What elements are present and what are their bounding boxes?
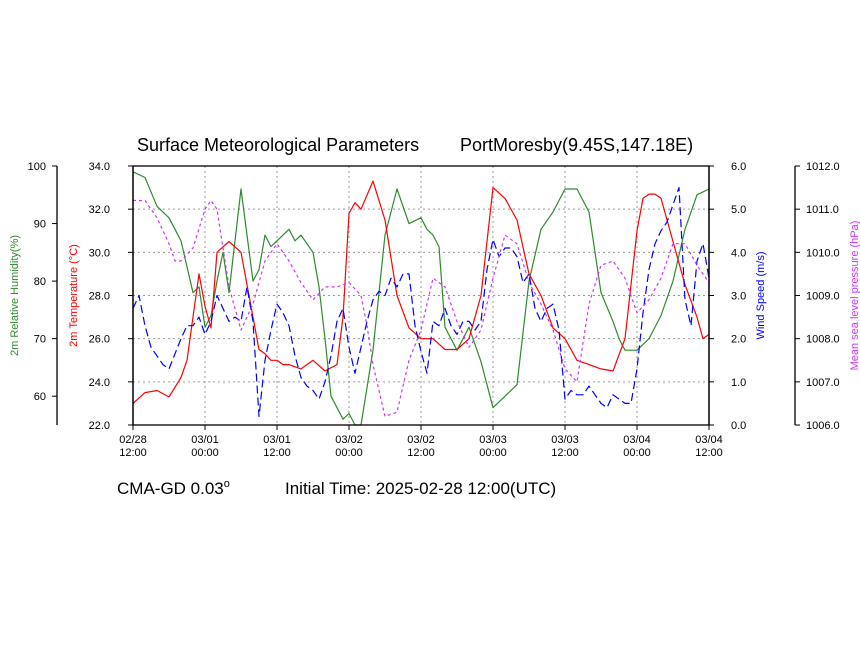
y-tick-label-wind: 6.0 — [731, 161, 746, 173]
y-tick-label-wind: 5.0 — [731, 204, 746, 216]
y-axis-title-temp: 2m Temperature (°C) — [68, 244, 80, 347]
x-tick-label: 12:00 — [407, 447, 435, 459]
x-tick-label: 03/04 — [623, 434, 651, 446]
y-tick-label-temp: 26.0 — [89, 334, 110, 346]
x-tick-label: 03/03 — [551, 434, 579, 446]
x-tick-label: 12:00 — [695, 447, 723, 459]
y-tick-label-wind: 2.0 — [731, 334, 746, 346]
y-tick-label-rh: 100 — [28, 161, 46, 173]
y-tick-label-mslp: 1006.0 — [806, 420, 840, 432]
x-tick-label: 03/02 — [335, 434, 363, 446]
series-line-mslp — [133, 199, 710, 417]
initial-time-label: Initial Time: 2025-02-28 12:00(UTC) — [285, 479, 556, 498]
y-tick-label-mslp: 1008.0 — [806, 334, 840, 346]
y-tick-label-mslp: 1010.0 — [806, 247, 840, 259]
chart-location: PortMoresby(9.45S,147.18E) — [460, 135, 693, 155]
y-tick-label-rh: 80 — [34, 276, 46, 288]
y-tick-label-temp: 34.0 — [89, 161, 110, 173]
y-tick-label-temp: 24.0 — [89, 377, 110, 389]
x-tick-label: 03/02 — [407, 434, 435, 446]
x-tick-label: 00:00 — [623, 447, 651, 459]
x-tick-label: 03/04 — [695, 434, 723, 446]
y-tick-label-temp: 30.0 — [89, 247, 110, 259]
x-tick-label: 12:00 — [263, 447, 291, 459]
x-tick-label: 03/03 — [479, 434, 507, 446]
y-tick-label-mslp: 1011.0 — [806, 204, 839, 216]
y-tick-label-mslp: 1009.0 — [806, 291, 840, 303]
y-axis-title-rh: 2m Relative Humidity(%) — [9, 235, 21, 356]
x-tick-label: 00:00 — [479, 447, 507, 459]
y-tick-label-wind: 1.0 — [731, 377, 746, 389]
y-tick-label-temp: 28.0 — [89, 291, 110, 303]
y-tick-label-mslp: 1012.0 — [806, 161, 840, 173]
x-tick-label: 03/01 — [263, 434, 291, 446]
x-tick-label: 00:00 — [335, 447, 363, 459]
y-axis-title-wind: Wind Speed (m/s) — [755, 251, 767, 339]
x-tick-label: 12:00 — [119, 447, 147, 459]
x-tick-label: 03/01 — [191, 434, 219, 446]
y-tick-label-rh: 90 — [34, 219, 46, 231]
x-tick-label: 12:00 — [551, 447, 579, 459]
model-label: CMA-GD 0.03o — [117, 478, 230, 498]
series-lines — [132, 171, 710, 426]
y-tick-label-rh: 70 — [34, 334, 46, 346]
grid-lines — [133, 166, 709, 425]
y-tick-label-mslp: 1007.0 — [806, 377, 840, 389]
y-tick-label-wind: 3.0 — [731, 291, 746, 303]
series-line-temp — [132, 180, 710, 404]
x-tick-label: 00:00 — [191, 447, 219, 459]
y-axis-title-mslp: Mean sea level pressure (hPa) — [849, 221, 860, 371]
x-tick-label: 02/28 — [119, 434, 147, 446]
y-tick-label-wind: 4.0 — [731, 247, 746, 259]
series-line-rh — [132, 171, 710, 426]
y-axes: 60 70 80 90 100 2m Relative Humidity(%) 22.0 24… — [9, 161, 860, 432]
y-tick-label-temp: 22.0 — [89, 420, 110, 432]
y-tick-label-wind: 0.0 — [731, 420, 746, 432]
y-tick-label-temp: 32.0 — [89, 204, 110, 216]
x-axis: 02/2812:0003/0100:0003/0112:0003/0200:00… — [119, 425, 723, 459]
y-tick-label-rh: 60 — [34, 391, 46, 403]
series-line-wind — [132, 187, 710, 417]
chart-title: Surface Meteorological Parameters — [137, 135, 419, 155]
